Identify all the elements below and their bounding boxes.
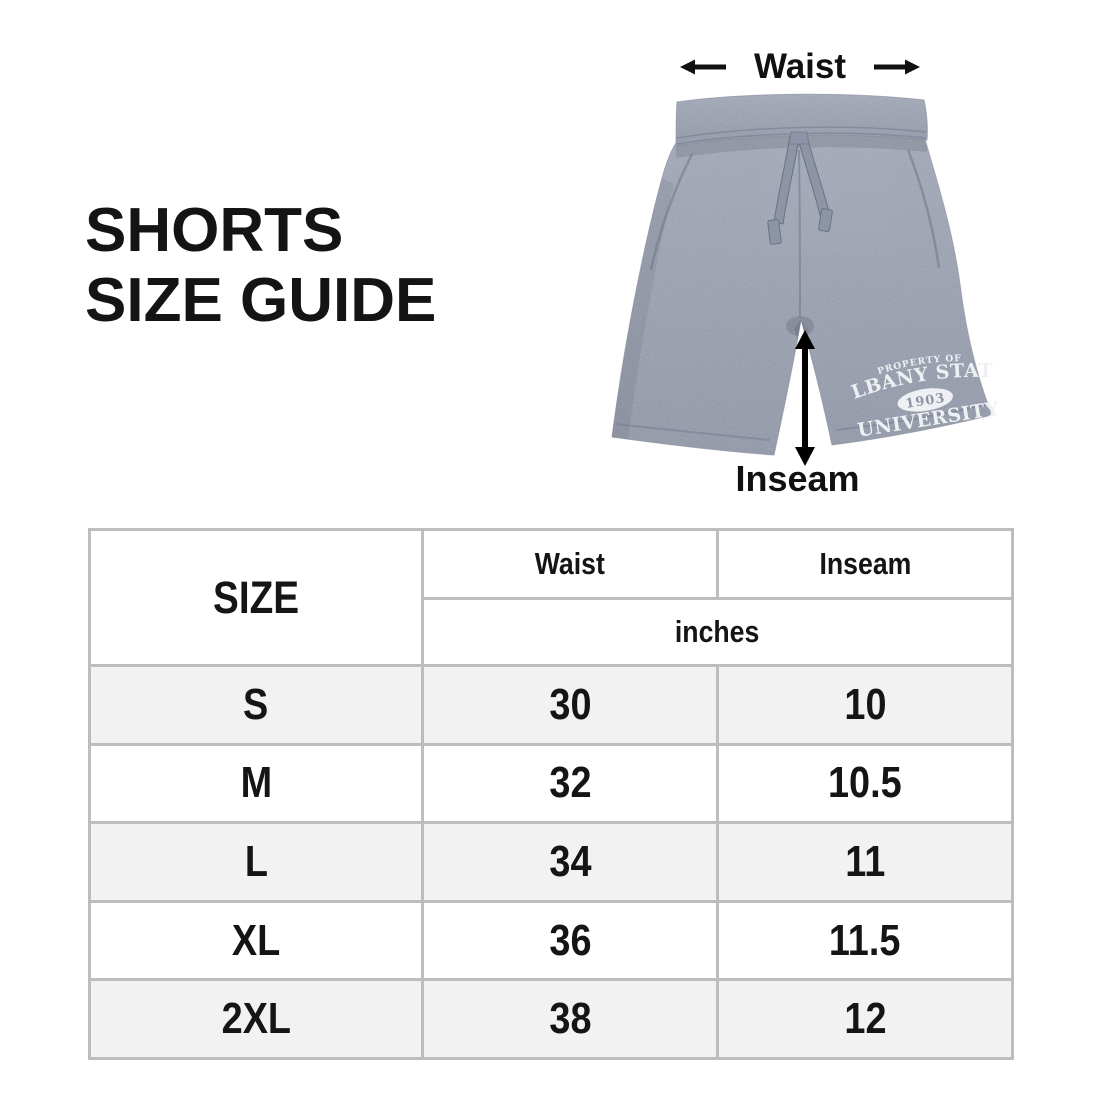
table-row-2xl-size: 2XL <box>91 981 421 1057</box>
arrow-right-icon <box>874 59 921 75</box>
table-row-s-inseam: 10 <box>719 667 1011 743</box>
size-value: M <box>240 758 272 808</box>
size-table: SIZE Waist Inseam inches S 30 10 M 32 10… <box>88 528 1014 1060</box>
arrow-left-icon <box>679 59 726 75</box>
waist-value: 32 <box>548 758 592 808</box>
table-row-m-size: M <box>91 745 421 822</box>
waist-value: 36 <box>548 915 592 965</box>
inseam-value: 11.5 <box>829 915 901 965</box>
table-row-2xl-inseam: 12 <box>719 981 1011 1057</box>
table-header-waist: Waist <box>424 531 716 597</box>
page-title-line1: SHORTS <box>85 196 344 265</box>
inseam-value: 12 <box>843 994 887 1044</box>
table-row-xl-waist: 36 <box>424 902 716 979</box>
logo-year-badge <box>897 388 953 412</box>
table-row-2xl-waist: 38 <box>424 981 716 1057</box>
shorts-image: PROPERTY OF ALBANY STATE 1903 UNIVERSITY <box>611 93 998 456</box>
waist-measure-label: Waist <box>655 47 945 87</box>
table-row-l-inseam: 11 <box>719 824 1011 900</box>
table-header-size: SIZE <box>91 531 421 664</box>
size-value: S <box>243 679 269 729</box>
table-row-m-waist: 32 <box>424 745 716 822</box>
table-header-inseam-label: Inseam <box>819 546 911 581</box>
table-header-inches-label: inches <box>675 614 760 649</box>
size-value: 2XL <box>221 994 291 1044</box>
table-row-xl-size: XL <box>91 902 421 979</box>
table-row-s-size: S <box>91 667 421 743</box>
table-header-inseam: Inseam <box>719 531 1011 597</box>
table-row-m-inseam: 10.5 <box>719 745 1011 822</box>
waist-value: 38 <box>548 994 592 1044</box>
drawstrings <box>767 131 833 245</box>
waist-label: Waist <box>753 47 847 86</box>
inseam-label: Inseam <box>735 458 860 499</box>
waist-value: 34 <box>548 836 592 886</box>
table-row-s-waist: 30 <box>424 667 716 743</box>
logo-year: 1903 <box>904 391 946 412</box>
table-row-l-size: L <box>91 824 421 900</box>
waist-value: 30 <box>548 679 592 729</box>
inseam-value: 10.5 <box>828 758 902 808</box>
inseam-value: 10 <box>843 679 887 729</box>
table-header-waist-label: Waist <box>534 546 606 581</box>
table-header-inches: inches <box>424 600 1011 664</box>
table-row-l-waist: 34 <box>424 824 716 900</box>
size-value: XL <box>231 915 281 965</box>
page-title-line2: SIZE GUIDE <box>85 266 437 335</box>
table-row-xl-inseam: 11.5 <box>719 902 1011 979</box>
size-value: L <box>244 836 268 886</box>
table-header-size-label: SIZE <box>212 571 300 623</box>
inseam-arrow-icon <box>795 330 815 466</box>
page-title: SHORTS SIZE GUIDE <box>85 196 436 336</box>
inseam-value: 11 <box>844 836 885 886</box>
seam-lines <box>615 126 989 441</box>
